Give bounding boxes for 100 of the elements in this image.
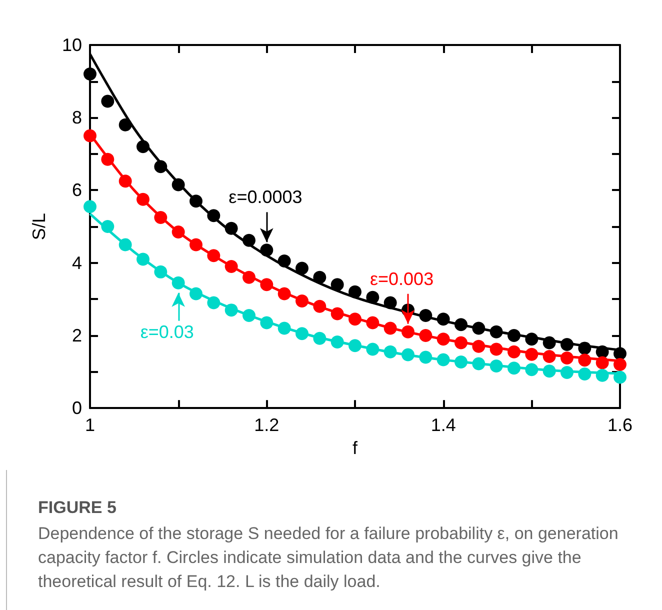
x-tick-label: 1.2 — [254, 415, 280, 436]
point — [260, 316, 274, 330]
point — [508, 345, 520, 358]
point — [419, 309, 432, 322]
point — [348, 312, 362, 326]
point — [542, 350, 556, 364]
x-tick-label: 1 — [84, 415, 96, 436]
point — [436, 353, 450, 366]
point — [278, 287, 291, 300]
point — [490, 325, 503, 338]
point — [296, 262, 308, 275]
point — [525, 332, 538, 346]
text: Dependence of the storage S needed for a failure probability ε, on generation capacity factor f. Circles indicate simulation data and the curves give the theoretical result of Eq. 12. L is the daily load. — [38, 523, 620, 593]
point — [508, 362, 520, 375]
point — [542, 364, 556, 378]
point — [384, 296, 397, 310]
point — [578, 342, 592, 355]
point — [154, 265, 168, 278]
point — [172, 276, 185, 290]
point — [296, 327, 308, 340]
point — [136, 192, 150, 206]
point — [118, 238, 132, 252]
point — [278, 254, 291, 268]
point — [330, 278, 344, 292]
point — [525, 363, 538, 376]
point — [472, 357, 486, 370]
point — [154, 160, 168, 174]
point — [207, 296, 220, 310]
point — [366, 316, 380, 330]
point — [118, 174, 132, 188]
annotation: ε=0.03 — [140, 322, 194, 342]
point — [436, 332, 450, 346]
y-axis-title: S/L — [29, 213, 49, 240]
point — [402, 325, 414, 338]
point — [454, 336, 468, 350]
point — [207, 209, 220, 222]
point — [260, 244, 274, 257]
point — [101, 152, 114, 166]
point — [84, 129, 96, 142]
point — [260, 278, 274, 292]
point — [136, 140, 150, 154]
point — [596, 368, 609, 382]
point — [614, 358, 626, 372]
point — [578, 367, 592, 380]
point — [614, 370, 626, 384]
y-tick-label: 10 — [62, 35, 82, 55]
point — [525, 348, 538, 361]
point — [436, 312, 450, 326]
point — [330, 307, 344, 320]
point — [366, 342, 380, 356]
y-tick-label: 8 — [72, 108, 82, 128]
point — [490, 359, 503, 372]
point — [614, 347, 626, 360]
point — [560, 338, 574, 352]
point — [490, 342, 503, 356]
point — [313, 300, 326, 313]
point — [596, 345, 609, 358]
point — [101, 94, 114, 108]
y-tick-label: 2 — [72, 325, 82, 346]
point — [596, 356, 609, 370]
x-tick-label: 1.4 — [430, 415, 456, 436]
point — [224, 304, 238, 317]
y-tick-label: 4 — [72, 252, 82, 273]
point — [278, 322, 291, 335]
point — [472, 322, 486, 335]
point — [154, 210, 168, 224]
point — [419, 350, 432, 364]
point — [207, 249, 220, 262]
point — [348, 285, 362, 298]
point — [190, 194, 202, 208]
point — [190, 238, 202, 252]
point — [384, 345, 397, 358]
text: FIGURE 5 — [38, 497, 118, 519]
point — [508, 328, 520, 342]
point — [454, 355, 468, 368]
point — [172, 178, 185, 192]
point — [419, 328, 432, 342]
point — [542, 336, 556, 350]
point — [136, 252, 150, 266]
point — [101, 220, 114, 234]
point — [172, 226, 185, 238]
point — [560, 351, 574, 364]
point — [313, 270, 326, 284]
point — [560, 366, 574, 380]
point — [454, 318, 468, 332]
point — [84, 200, 96, 214]
point — [348, 339, 362, 352]
y-tick-label: 6 — [72, 180, 82, 200]
point — [578, 354, 592, 367]
point — [242, 270, 256, 284]
point — [472, 340, 486, 353]
point — [330, 336, 344, 349]
point — [118, 118, 132, 132]
x-axis-title: f — [352, 438, 358, 458]
point — [242, 309, 256, 322]
point — [242, 234, 256, 247]
y-tick-label: 0 — [72, 398, 82, 418]
point — [402, 348, 414, 362]
point — [84, 68, 96, 81]
annotation: ε=0.003 — [370, 268, 434, 289]
